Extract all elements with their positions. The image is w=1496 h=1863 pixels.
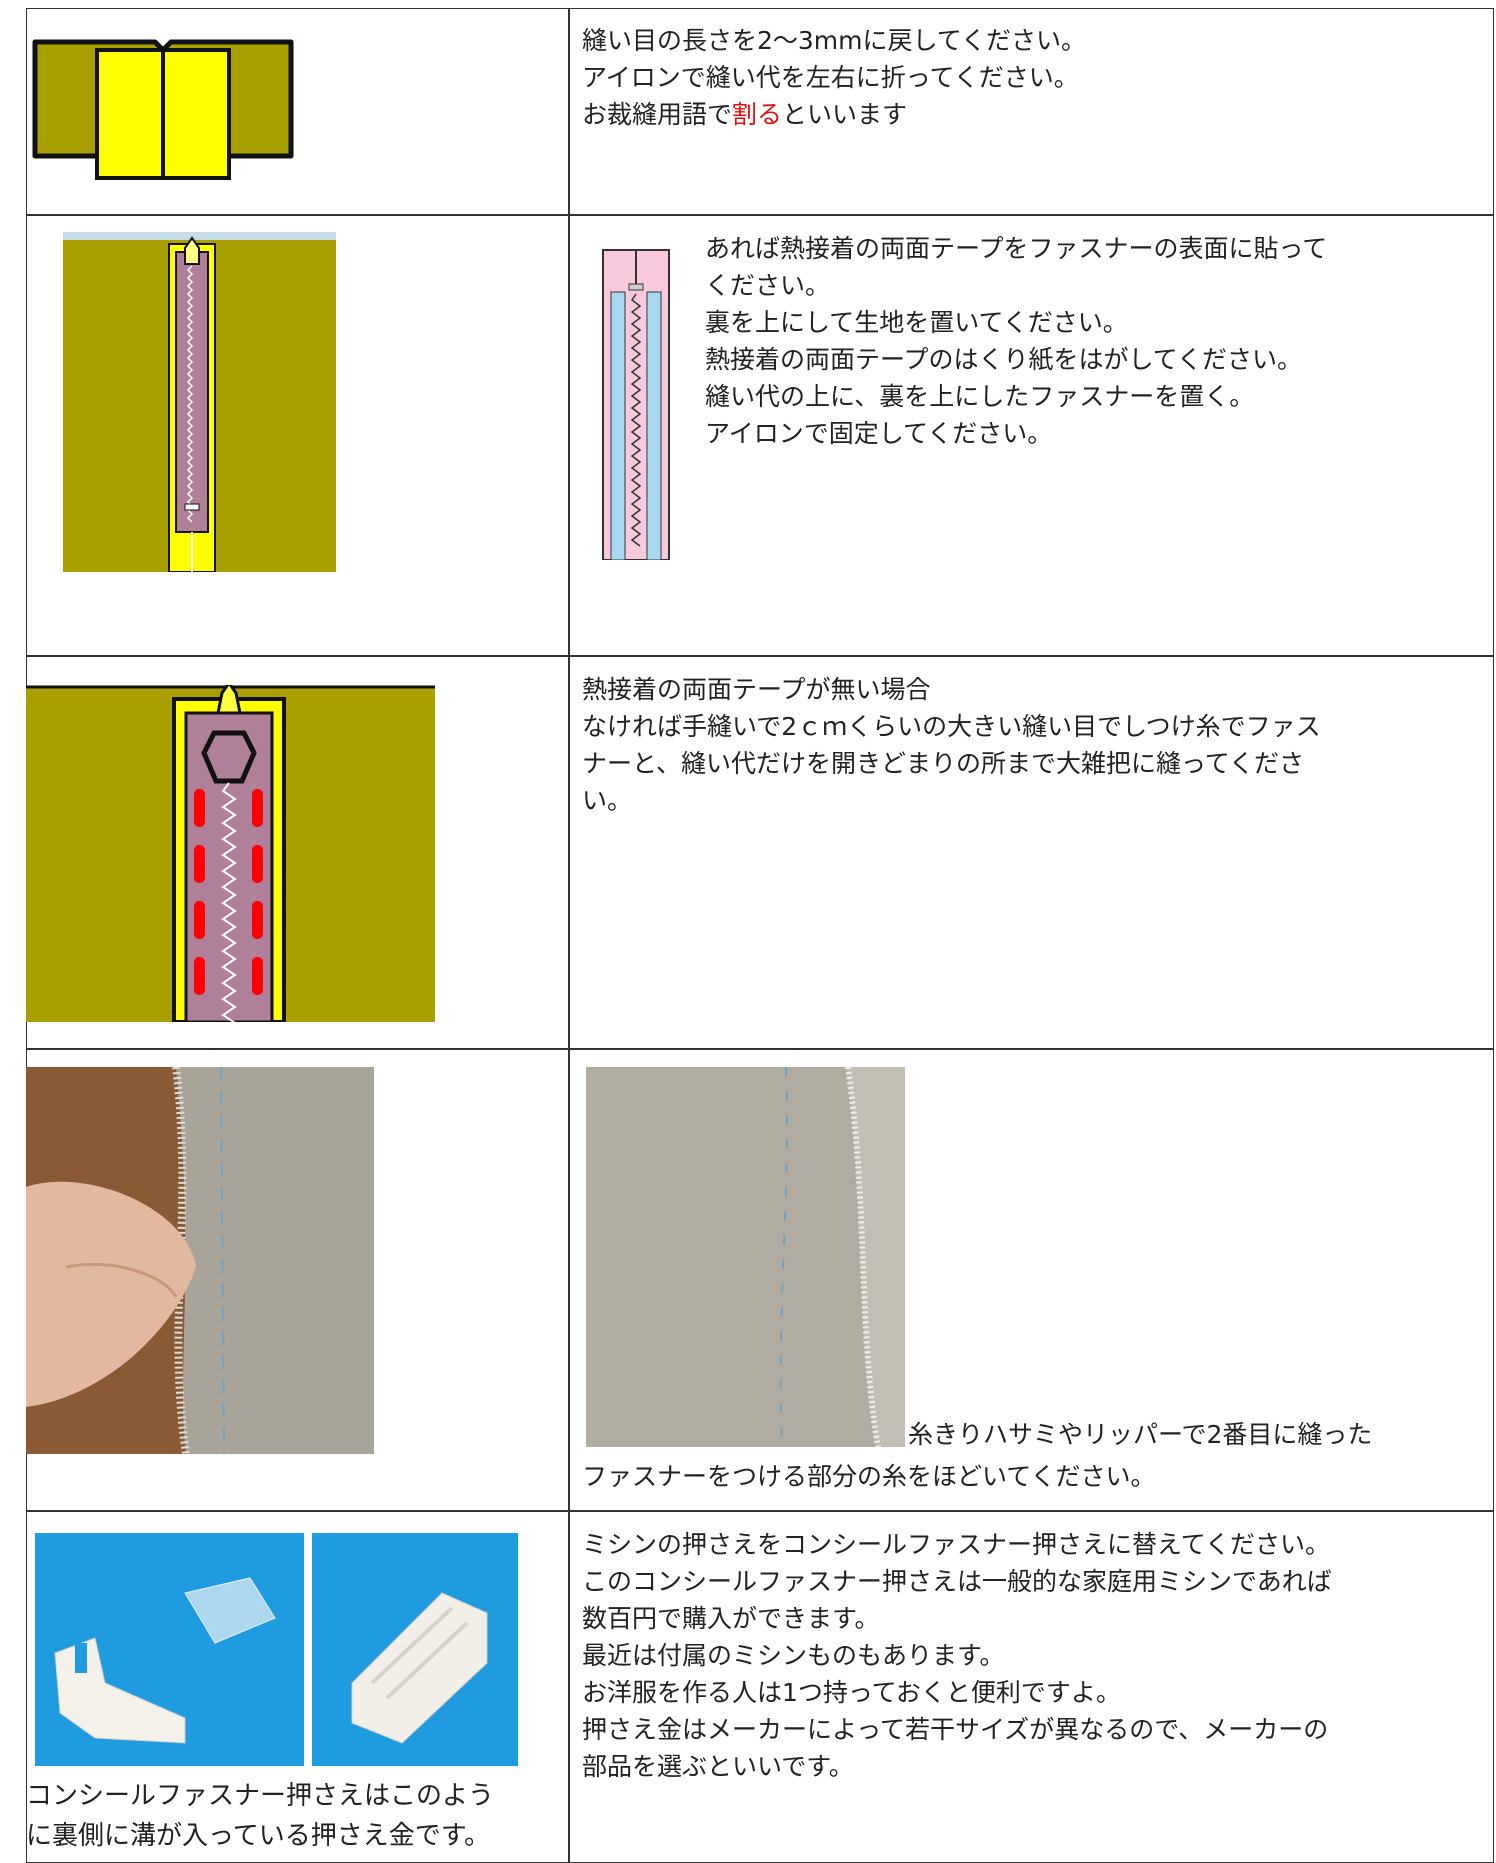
text-line: お裁縫用語で割るといいます [582, 96, 1086, 133]
text-line: 押さえ金はメーカーによって若干サイズが異なるので、メーカーの [582, 1715, 1329, 1744]
text-line: 数百円で購入ができます。 [582, 1604, 880, 1633]
text-line: お洋服を作る人は1つ持っておくと便利ですよ。 [582, 1678, 1121, 1707]
zipper-small [602, 249, 670, 560]
instruction-text: ミシンの押さえをコンシールファスナー押さえに替えてください。 このコンシールファ… [582, 1526, 1332, 1785]
cell [26, 214, 570, 657]
text-line: アイロンで縫い代を左右に折ってください。 [582, 63, 1079, 92]
cell [568, 655, 1494, 1050]
text-line: 部品を選ぶといいです。 [582, 1752, 854, 1781]
caption: ファスナーをつける部分の糸をほどいてください。 [582, 1458, 1156, 1495]
cell [568, 8, 1494, 216]
text-line: あれば熱接着の両面テープをファスナーの表面に貼って [705, 234, 1328, 263]
instruction-text: 熱接着の両面テープが無い場合 なければ手縫いで2ｃｍくらいの大きい縫い目でしつけ… [582, 671, 1321, 819]
text-line: コンシールファスナー押さえはこのよう [26, 1781, 495, 1811]
text-line: 最近は付属のミシンものもあります。 [582, 1641, 1005, 1670]
zipper-illustration [63, 232, 336, 572]
text-line: ナーと、縫い代だけを開きどまりの所まで大雑把に縫ってくださ [582, 749, 1305, 778]
text: といいます [782, 100, 908, 129]
text-line: 糸きりハサミやリッパーで2番目に縫った [908, 1420, 1373, 1449]
caption: 糸きりハサミやリッパーで2番目に縫った [908, 1416, 1372, 1453]
text-line: 熱接着の両面テープのはくり紙をはがしてください。 [705, 345, 1303, 374]
text-line: ください。 [705, 271, 831, 300]
text-line: アイロンで固定してください。 [705, 419, 1053, 448]
instruction-text: 縫い目の長さを2〜3mmに戻してください。 アイロンで縫い代を左右に折ってくださ… [582, 22, 1086, 133]
presser-foot-photo [312, 1533, 518, 1766]
cell [26, 8, 570, 216]
seam-illustration [32, 39, 294, 180]
text-line: なければ手縫いで2ｃｍくらいの大きい縫い目でしつけ糸でファス [582, 712, 1321, 741]
text-line: 裏を上にして生地を置いてください。 [705, 308, 1128, 337]
fabric-photo [586, 1067, 905, 1447]
text-line: ファスナーをつける部分の糸をほどいてください。 [582, 1462, 1156, 1491]
caption: コンシールファスナー押さえはこのよう に裏側に溝が入っている押さえ金です。 [26, 1776, 494, 1856]
presser-foot-photo [35, 1533, 304, 1766]
cell [568, 1048, 1494, 1512]
text: お裁縫用語で [582, 100, 733, 129]
text-line: 縫い代の上に、裏を上にしたファスナーを置く。 [705, 382, 1255, 411]
text-line: 縫い目の長さを2〜3mmに戻してください。 [582, 26, 1087, 55]
text-line: い。 [582, 786, 633, 815]
text-line: このコンシールファスナー押さえは一般的な家庭用ミシンであれば [582, 1567, 1332, 1596]
text-line: に裏側に溝が入っている押さえ金です。 [26, 1821, 491, 1851]
highlight-term: 割る [732, 100, 783, 129]
cell [568, 214, 1494, 657]
text-line: 熱接着の両面テープが無い場合 [582, 675, 931, 704]
basting-illustration [26, 685, 435, 1022]
text-line: ミシンの押さえをコンシールファスナー押さえに替えてください。 [582, 1530, 1331, 1559]
fabric-photo [26, 1067, 374, 1454]
instruction-text: あれば熱接着の両面テープをファスナーの表面に貼って ください。 裏を上にして生地… [705, 230, 1327, 452]
